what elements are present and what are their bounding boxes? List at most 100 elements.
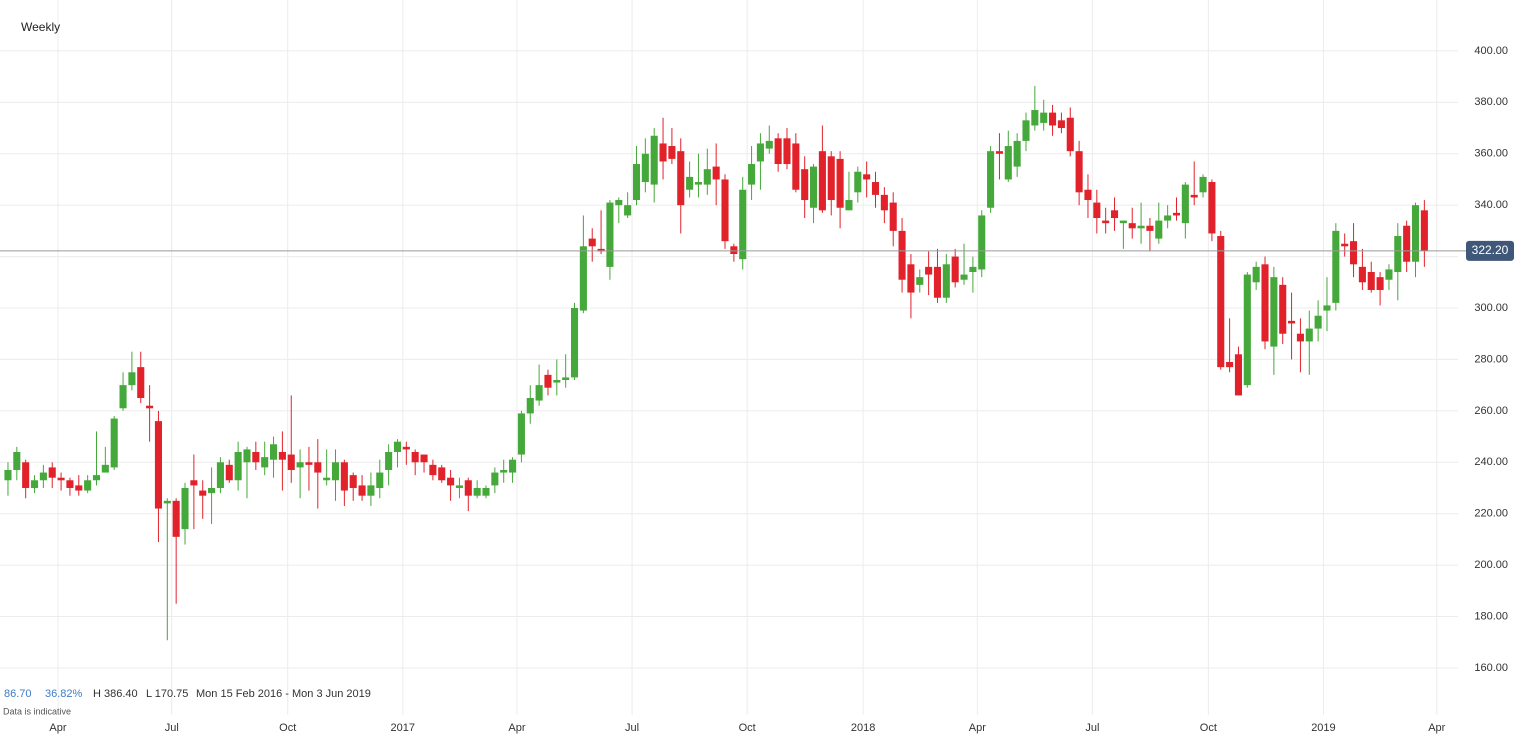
candle-body [615, 200, 623, 206]
period-low: L 170.75 [146, 688, 188, 700]
y-tick-label: 160.00 [1474, 662, 1508, 674]
y-tick-label: 240.00 [1474, 456, 1508, 468]
candle-body [367, 485, 375, 496]
candle-body [154, 421, 162, 509]
candle-body [933, 266, 942, 298]
candle-body [1305, 328, 1313, 342]
candle-body [1226, 361, 1234, 368]
x-tick-label: Oct [739, 722, 756, 734]
candle-body [509, 459, 517, 473]
candle-body [199, 490, 207, 496]
candle-body [234, 451, 242, 481]
x-tick-label: Oct [279, 722, 296, 734]
candle-body [686, 176, 694, 190]
candle-body [314, 462, 322, 473]
candle-body [1217, 236, 1225, 368]
change-pct: 36.82% [45, 688, 83, 700]
candle-body [22, 462, 30, 488]
candle-body [641, 153, 649, 183]
date-range: Mon 15 Feb 2016 - Mon 3 Jun 2019 [196, 688, 371, 700]
last-price-box [1466, 240, 1514, 261]
x-tick-label: Apr [969, 722, 986, 734]
candle-body [801, 169, 809, 201]
y-tick-label: 380.00 [1474, 96, 1508, 108]
candle-body [48, 467, 56, 478]
candle-body [464, 480, 472, 496]
candle-body [225, 464, 233, 481]
candle-body [526, 397, 534, 414]
candle-body [1358, 266, 1366, 283]
candle-body [916, 277, 924, 285]
candle-body [420, 454, 428, 463]
candle-body [172, 500, 180, 537]
candle-body [1146, 225, 1154, 231]
candle-body [66, 480, 74, 488]
candle-body [500, 469, 508, 473]
candle-body [208, 487, 216, 494]
candle-body [1385, 269, 1393, 280]
candle-body [1234, 354, 1242, 396]
candle-body [473, 487, 481, 496]
candle-body [863, 174, 871, 180]
candle-body [1394, 236, 1402, 273]
candle-body [340, 462, 348, 491]
candle-body [1332, 230, 1340, 303]
candle-body [1208, 182, 1216, 234]
candle-body [995, 151, 1003, 154]
x-tick-label: Apr [1428, 722, 1445, 734]
candle-body [1040, 112, 1048, 123]
candle-body [1181, 184, 1189, 224]
candle-body [402, 446, 410, 450]
candle-body [1288, 320, 1296, 324]
y-tick-label: 300.00 [1474, 302, 1508, 314]
candle-body [137, 367, 145, 398]
x-tick-label: Jul [165, 722, 179, 734]
candle-body [1110, 210, 1119, 219]
candle-body [305, 462, 313, 465]
candle-body [562, 377, 570, 380]
candle-body [1084, 189, 1092, 201]
candle-body [39, 472, 47, 481]
candle-body [447, 477, 455, 486]
candle-body [951, 256, 959, 283]
candle-body [287, 454, 295, 470]
candle-body [411, 451, 419, 463]
candle-body [845, 200, 853, 211]
candle-body [880, 194, 888, 211]
candle-body [1420, 210, 1428, 251]
candle-body [57, 477, 65, 481]
candle-body [925, 266, 933, 275]
y-tick-label: 360.00 [1474, 148, 1508, 160]
candle-body [323, 477, 331, 481]
candle-body [712, 166, 720, 180]
candle-body [110, 418, 118, 468]
candle-body [517, 413, 525, 455]
y-tick-label: 400.00 [1474, 45, 1508, 57]
candle-body [1243, 274, 1251, 386]
candle-body [75, 485, 83, 491]
candle-body [278, 451, 286, 460]
candle-body [376, 472, 384, 488]
y-tick-label: 340.00 [1474, 199, 1508, 211]
candle-body [871, 182, 880, 195]
candle-body [765, 140, 773, 149]
note: Data is indicative [3, 706, 71, 716]
candle-body [1004, 146, 1012, 180]
y-tick-label: 280.00 [1474, 353, 1508, 365]
candle-body [296, 462, 304, 468]
candle-body [455, 485, 463, 488]
candle-body [101, 464, 109, 473]
y-tick-label: 200.00 [1474, 559, 1508, 571]
candle-body [810, 166, 818, 208]
candle-body [1155, 220, 1163, 239]
candle-body [703, 169, 711, 185]
candle-body [739, 189, 747, 260]
candle-body [216, 462, 224, 488]
y-tick-label: 260.00 [1474, 405, 1508, 417]
candle-body [606, 202, 614, 267]
candle-body [1049, 112, 1057, 126]
chart-title: Weekly [21, 20, 60, 34]
candle-body [579, 246, 587, 311]
candle-body [358, 485, 366, 496]
